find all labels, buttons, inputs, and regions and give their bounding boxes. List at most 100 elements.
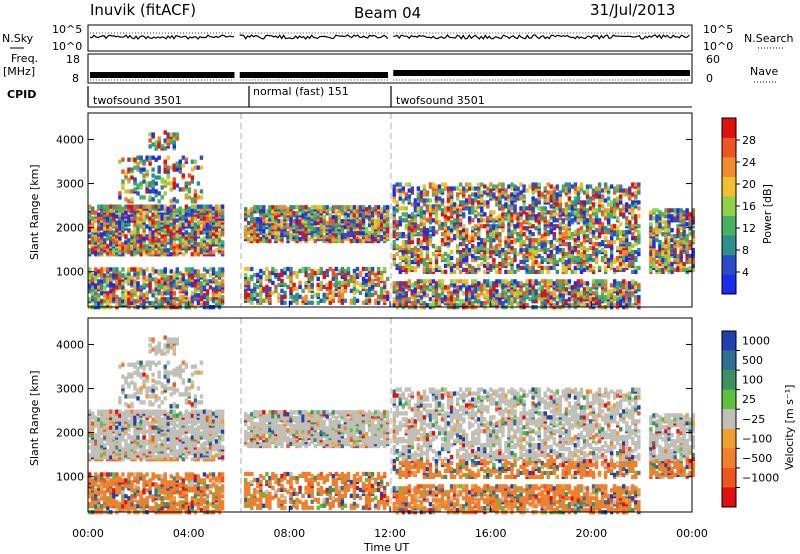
- power-cell-2591: [401, 218, 405, 223]
- power-cell-394: [151, 204, 155, 209]
- power-cell-652: [196, 230, 201, 235]
- power-cell-4856: [609, 303, 614, 308]
- power-cell-2413: [343, 288, 348, 294]
- power-cell-1641: [271, 230, 275, 236]
- power-cell-1674: [277, 219, 281, 224]
- power-cell-1769: [298, 211, 302, 216]
- power-cell-891: [106, 295, 110, 300]
- power-cell-1345: [130, 175, 134, 180]
- power-cell-2184: [250, 296, 254, 301]
- power-cell-2367: [328, 300, 333, 305]
- power-cell-1862: [319, 217, 323, 222]
- freq-ytick-top-right: 60: [706, 53, 720, 66]
- power-cell-2288: [292, 270, 296, 276]
- power-cell-2182: [247, 266, 251, 272]
- power-cell-1243: [199, 289, 204, 294]
- power-cell-1283: [211, 277, 216, 282]
- power-cell-2560: [395, 200, 399, 205]
- power-cell-3185: [489, 210, 493, 215]
- power-cell-216: [121, 232, 125, 237]
- power-cell-600: [187, 232, 192, 237]
- power-cell-1929: [334, 219, 339, 224]
- power-cell-1470: [187, 187, 192, 192]
- power-cell-511: [172, 240, 176, 245]
- power-cell-2329: [310, 282, 314, 288]
- power-cell-3280: [504, 269, 508, 275]
- power-cell-806: [220, 214, 225, 219]
- power-cell-3376: [516, 222, 520, 227]
- power-cell-1412: [157, 169, 161, 174]
- power-cell-649: [196, 242, 201, 247]
- power-cell-3319: [507, 198, 511, 203]
- power-cell-3135: [483, 241, 487, 247]
- power-cell-2077: [367, 209, 372, 214]
- power-cell-3557: [543, 245, 547, 251]
- power-cell-1902: [328, 219, 333, 224]
- power-cell-42: [94, 236, 98, 241]
- power-cell-2175: [247, 298, 251, 303]
- power-cell-3791: [573, 200, 578, 205]
- power-cell-2167: [244, 288, 248, 294]
- power-cell-4057: [612, 239, 617, 245]
- power-cell-1588: [259, 230, 263, 236]
- power-cell-4547: [501, 283, 505, 288]
- power-cell-2681: [413, 198, 418, 203]
- power-cell-4799: [588, 287, 593, 292]
- power-cell-2089: [370, 213, 375, 218]
- power-cell-567: [181, 232, 186, 237]
- power-cell-2389: [334, 266, 339, 272]
- power-cell-227: [121, 206, 125, 211]
- power-cell-1340: [127, 167, 131, 172]
- power-cell-3155: [486, 230, 490, 235]
- power-cell-1638: [268, 205, 272, 210]
- power-cell-3712: [564, 228, 569, 233]
- power-cell-190: [115, 204, 119, 209]
- power-cell-3214: [495, 269, 499, 275]
- power-cell-254: [127, 218, 131, 223]
- power-cell-2953: [455, 192, 460, 197]
- power-cell-961: [124, 295, 128, 300]
- power-cell-3180: [489, 228, 493, 233]
- power-cell-904: [109, 289, 113, 294]
- power-cell-3731: [567, 253, 572, 259]
- power-cell-499: [169, 222, 173, 227]
- power-cell-901: [109, 299, 113, 304]
- power-cell-4501: [486, 289, 490, 294]
- power-cell-1709: [286, 230, 290, 236]
- power-cell-2203: [256, 272, 260, 278]
- power-cell-1121: [166, 275, 170, 280]
- power-cell-401: [154, 236, 158, 241]
- power-cell-1650: [271, 205, 275, 210]
- power-cell-248: [127, 246, 131, 251]
- power-cell-3355: [513, 216, 517, 221]
- power-cell-3537: [540, 259, 544, 265]
- power-cell-2397: [337, 280, 342, 286]
- power-cell-4069: [612, 186, 617, 191]
- power-cell-1409: [157, 199, 161, 204]
- power-cell-1219: [193, 293, 198, 298]
- power-cell-4130: [622, 204, 626, 209]
- power-cell-2913: [449, 200, 454, 205]
- power-cell-2843: [440, 241, 445, 247]
- power-cell-4179: [628, 186, 632, 191]
- power-cell-1022: [139, 271, 143, 276]
- power-cell-2618: [404, 192, 409, 197]
- power-cell-2934: [455, 265, 460, 271]
- power-cell-2159: [385, 213, 390, 218]
- power-cell-4752: [573, 293, 578, 298]
- power-cell-4586: [516, 301, 520, 306]
- power-cell-2878: [446, 253, 451, 259]
- power-cell-1504: [157, 136, 161, 141]
- power-cell-1492: [148, 144, 152, 149]
- power-cell-3956: [597, 249, 602, 255]
- power-cell-4782: [582, 281, 587, 286]
- power-cell-2190: [253, 296, 257, 301]
- power-cell-2732: [422, 234, 427, 239]
- power-cell-3465: [531, 265, 535, 271]
- power-cell-4626: [528, 279, 532, 284]
- power-cell-2734: [422, 226, 427, 231]
- power-cell-1317: [220, 279, 225, 284]
- power-cell-1166: [178, 277, 183, 282]
- power-cell-2845: [440, 232, 445, 237]
- power-cell-3297: [504, 192, 508, 197]
